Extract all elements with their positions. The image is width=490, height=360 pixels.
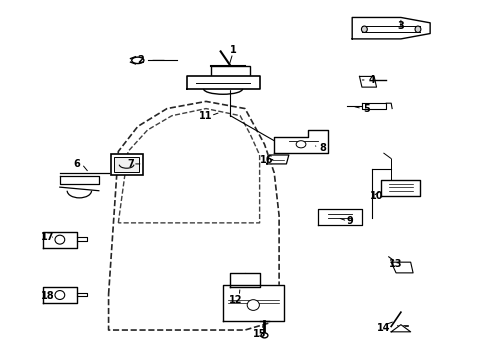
Polygon shape — [391, 262, 413, 273]
Text: 10: 10 — [370, 191, 383, 201]
Ellipse shape — [261, 333, 268, 338]
Text: 11: 11 — [199, 111, 213, 121]
Text: 18: 18 — [41, 291, 54, 301]
Text: 8: 8 — [319, 143, 326, 153]
Polygon shape — [43, 232, 77, 248]
Polygon shape — [267, 155, 289, 164]
Text: 7: 7 — [127, 159, 134, 169]
Polygon shape — [43, 287, 77, 303]
Text: 13: 13 — [389, 259, 403, 269]
Text: 17: 17 — [41, 232, 54, 242]
Polygon shape — [381, 180, 420, 196]
Polygon shape — [223, 285, 284, 321]
Text: 14: 14 — [377, 323, 391, 333]
Ellipse shape — [55, 291, 65, 300]
Text: 9: 9 — [346, 216, 353, 226]
Polygon shape — [391, 325, 411, 332]
Text: 1: 1 — [229, 45, 236, 55]
Bar — [211, 66, 250, 80]
Text: 16: 16 — [260, 156, 274, 165]
Ellipse shape — [132, 57, 144, 64]
Bar — [115, 157, 139, 172]
Polygon shape — [362, 103, 386, 109]
Text: 12: 12 — [228, 295, 242, 305]
Ellipse shape — [296, 141, 306, 148]
Polygon shape — [187, 76, 260, 89]
Polygon shape — [318, 208, 362, 225]
Polygon shape — [352, 18, 430, 39]
Text: 6: 6 — [74, 159, 80, 169]
Polygon shape — [360, 76, 376, 87]
Polygon shape — [274, 130, 328, 153]
Text: 3: 3 — [397, 21, 404, 31]
Polygon shape — [60, 176, 99, 184]
Text: 15: 15 — [253, 329, 267, 339]
Ellipse shape — [55, 235, 65, 244]
Text: 4: 4 — [368, 75, 375, 85]
Ellipse shape — [362, 26, 368, 32]
Text: 5: 5 — [364, 104, 370, 113]
Bar — [111, 154, 143, 175]
Polygon shape — [230, 273, 260, 287]
Text: 2: 2 — [137, 55, 144, 65]
Ellipse shape — [247, 300, 259, 310]
Ellipse shape — [415, 26, 421, 32]
